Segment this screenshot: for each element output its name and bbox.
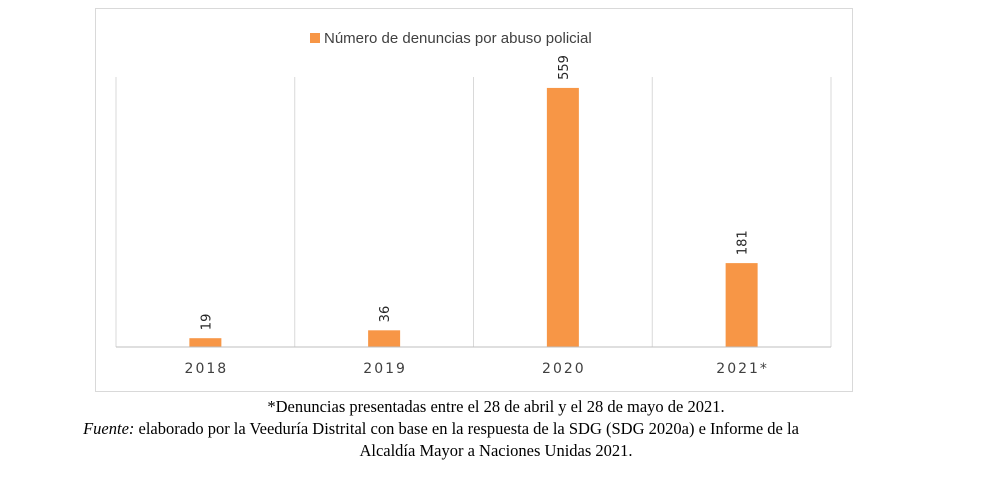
x-tick-label-2019: 2019 <box>363 361 407 377</box>
bar-2020 <box>546 87 579 348</box>
grid-lines <box>115 77 832 347</box>
x-tick-label-2020: 2020 <box>542 361 586 377</box>
caption-source-continuation: Alcaldía Mayor a Naciones Unidas 2021. <box>359 441 633 460</box>
x-tick-label-2018: 2018 <box>185 361 229 377</box>
legend-label: Número de denuncias por abuso policial <box>324 30 592 47</box>
caption-source-text: elaborado por la Veeduría Distrital con … <box>134 419 799 438</box>
figure-caption: *Denuncias presentadas entre el 28 de ab… <box>0 396 992 462</box>
chart-frame: Número de denuncias por abuso policial 1… <box>95 8 853 392</box>
caption-source-label: Fuente: <box>83 419 135 438</box>
caption-source: Fuente: elaborado por la Veeduría Distri… <box>0 418 992 440</box>
data-label-2021: 181 <box>736 230 751 255</box>
data-label-2019: 36 <box>378 306 393 323</box>
bar-2019 <box>368 330 401 347</box>
data-labels: 19 36 559 181 <box>199 55 750 330</box>
bar-2018 <box>189 338 222 347</box>
bar-2021 <box>725 263 758 347</box>
data-label-2018: 19 <box>199 314 214 331</box>
caption-note: *Denuncias presentadas entre el 28 de ab… <box>267 397 725 416</box>
data-label-2020: 559 <box>557 55 572 80</box>
bars <box>189 87 758 348</box>
x-tick-label-2021: 2021* <box>716 361 769 377</box>
legend-swatch <box>310 33 320 43</box>
legend: Número de denuncias por abuso policial <box>310 30 592 47</box>
bar-chart: Número de denuncias por abuso policial 1… <box>115 30 832 377</box>
x-axis-ticks: 2018 2019 2020 2021* <box>185 361 769 377</box>
